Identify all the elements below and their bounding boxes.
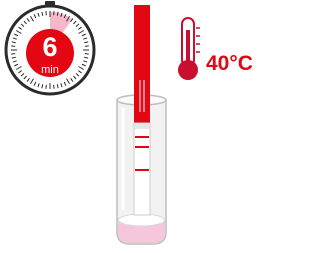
temperature-label: 40°C	[206, 52, 253, 75]
timer-unit: min	[41, 64, 59, 76]
illustration: 6 min 40°C	[0, 0, 275, 253]
stopwatch: 6 min	[6, 1, 94, 94]
thermometer	[178, 18, 200, 80]
test-strip	[134, 5, 150, 215]
timer-value: 6	[42, 32, 57, 62]
